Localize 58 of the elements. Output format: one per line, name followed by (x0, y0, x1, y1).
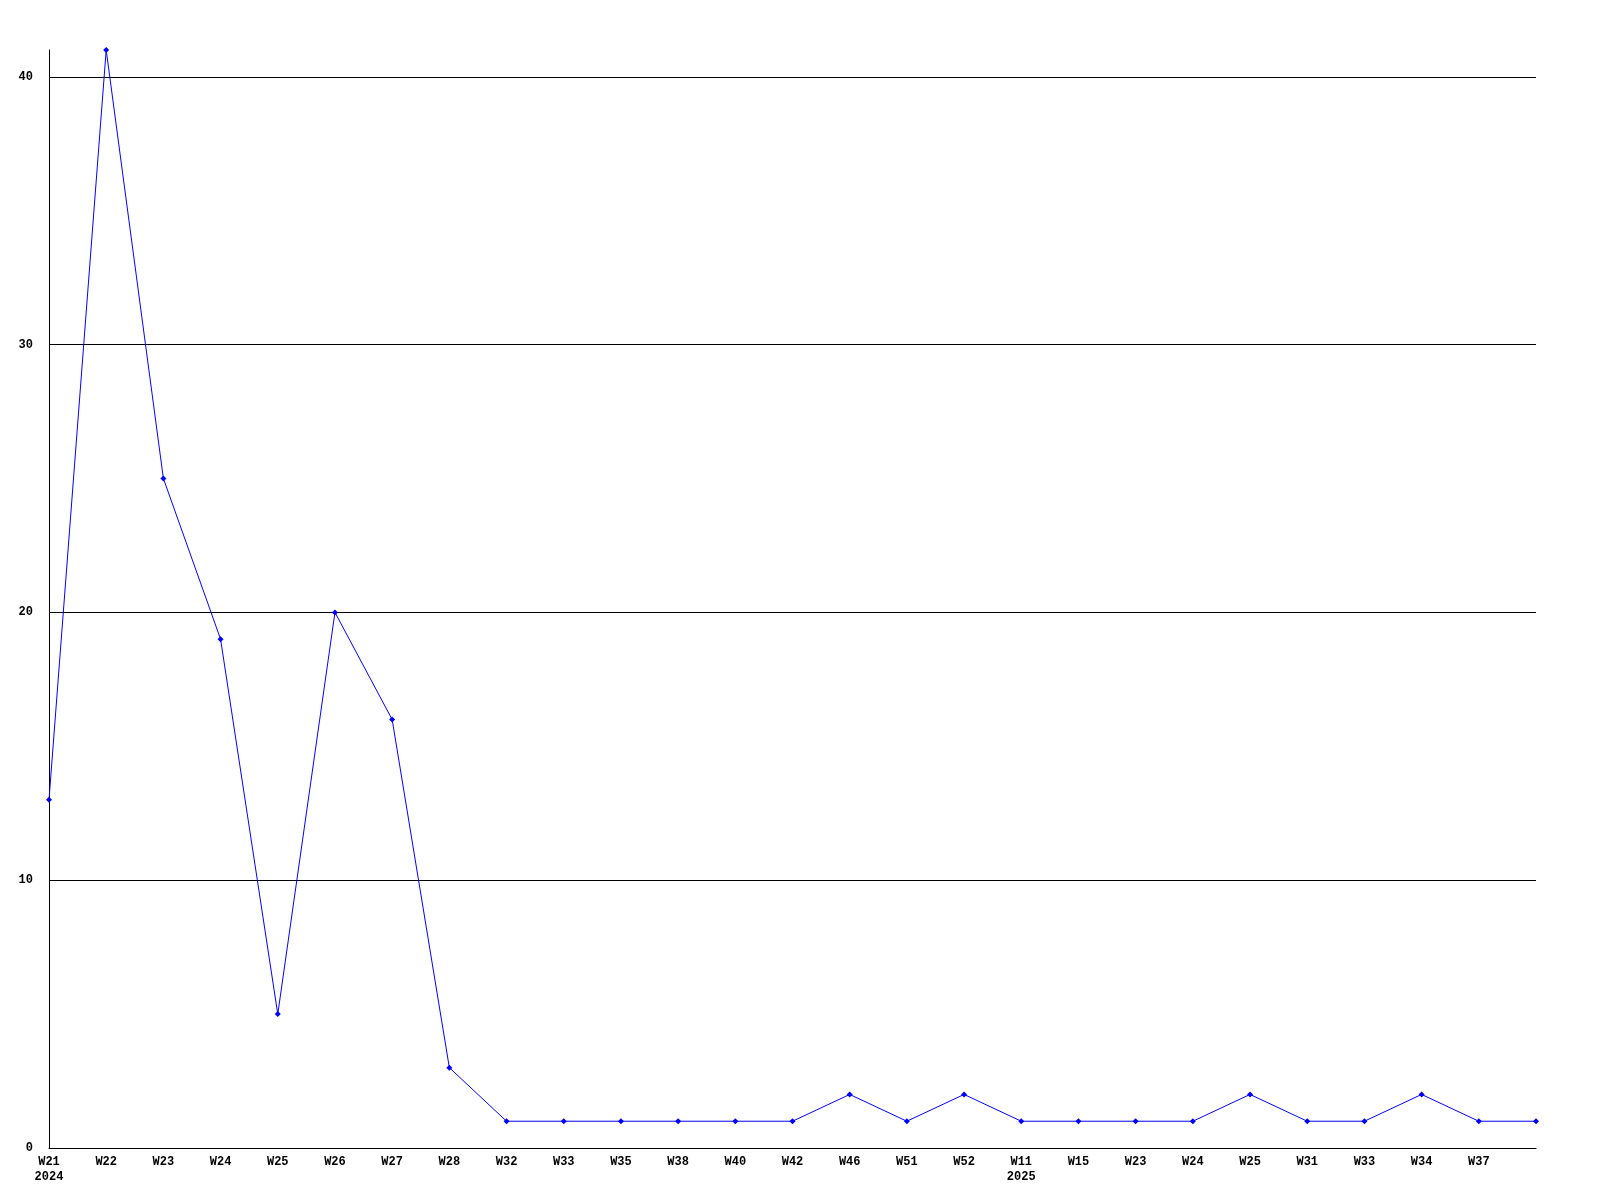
x-tick-label: W26 (324, 1154, 346, 1169)
point (1418, 1091, 1425, 1098)
x-tick-label: W31 (1296, 1154, 1319, 1169)
x-tick-label: W27 (381, 1154, 403, 1169)
point (389, 716, 396, 723)
x-tick-label: W33 (1353, 1154, 1376, 1169)
x-tick-label: W23 (152, 1154, 175, 1169)
y-tick-label: 20 (18, 605, 33, 620)
point (560, 1118, 567, 1125)
point (331, 609, 338, 616)
point (1475, 1118, 1482, 1125)
point (617, 1118, 624, 1125)
x-tick-label: W23 (1124, 1154, 1147, 1169)
point (217, 636, 224, 643)
point (46, 796, 52, 803)
x-tick-label: W11 2025 (1006, 1154, 1036, 1184)
point (903, 1118, 910, 1125)
point (446, 1064, 453, 1071)
point (503, 1118, 510, 1125)
y-tick-label: 30 (18, 337, 33, 352)
x-tick-label: W34 (1410, 1154, 1433, 1169)
x-tick-label: W38 (667, 1154, 689, 1169)
point (1018, 1118, 1025, 1125)
x-tick-label: W24 (209, 1154, 232, 1169)
point (1247, 1091, 1254, 1098)
x-tick-label: W37 (1468, 1154, 1490, 1169)
point (1361, 1118, 1368, 1125)
x-tick-label: W24 (1182, 1154, 1204, 1169)
point (961, 1091, 968, 1098)
x-tick-label: W25 (266, 1154, 289, 1169)
y-tick-label: 40 (18, 69, 33, 84)
point (675, 1118, 682, 1125)
x-tick-label: W32 (495, 1154, 518, 1169)
y-tick-label: 10 (18, 873, 33, 888)
point (789, 1118, 796, 1125)
x-tick-label: W35 (610, 1154, 632, 1169)
point (103, 47, 110, 53)
x-tick-label: W33 (552, 1154, 575, 1169)
x-tick-label: W46 (838, 1154, 861, 1169)
point (1533, 1118, 1539, 1125)
y-tick-label: 0 (25, 1141, 33, 1155)
point (1304, 1118, 1311, 1125)
x-tick-label: W28 (438, 1154, 461, 1169)
point (732, 1118, 739, 1125)
point (1075, 1118, 1082, 1125)
x-tick-label: W40 (724, 1154, 747, 1169)
point (846, 1091, 853, 1098)
x-tick-label: W15 (1067, 1154, 1090, 1169)
point (274, 1011, 281, 1018)
x-tick-label: W25 (1239, 1154, 1261, 1169)
point (1132, 1118, 1139, 1125)
point (1189, 1118, 1196, 1125)
x-tick-label: W52 (953, 1154, 975, 1169)
x-tick-label: W42 (781, 1154, 804, 1169)
x-tick-label: W21 2024 (34, 1154, 64, 1184)
x-tick-label: W51 (896, 1154, 918, 1169)
point (160, 475, 167, 482)
x-tick-label: W22 (95, 1154, 117, 1169)
